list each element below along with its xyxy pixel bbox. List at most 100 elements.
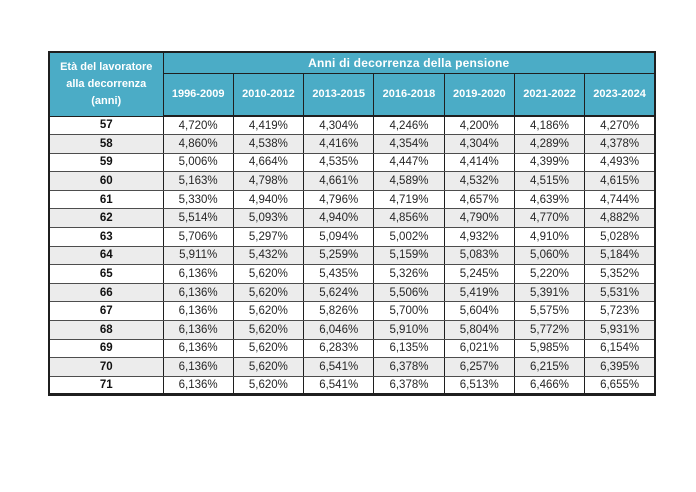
table-body: 57 4,720% 4,419% 4,304% 4,246% 4,200% 4,186% 4,…: [48, 115, 656, 396]
coefficient-value-cell: 5,326%: [373, 264, 445, 284]
coefficient-value-cell: 4,532%: [443, 171, 515, 191]
coefficient-value-cell: 6,655%: [584, 375, 656, 396]
table-row: 62 5,514% 5,093% 4,940% 4,856% 4,790% 4,770% 4,…: [48, 208, 656, 229]
table-title: Anni di decorrenza della pensione: [162, 51, 656, 74]
coefficient-value-cell: 6,136%: [162, 338, 234, 359]
coefficient-value-cell: 5,391%: [513, 282, 586, 303]
coefficient-value-cell: 5,094%: [303, 227, 375, 247]
table-row: 59 5,006% 4,664% 4,535% 4,447% 4,414% 4,399% 4,…: [48, 152, 656, 173]
age-cell: 71: [48, 375, 164, 396]
coefficient-value-cell: 5,297%: [232, 227, 305, 247]
coefficient-value-cell: 4,615%: [584, 171, 656, 191]
table-row: 65 6,136% 5,620% 5,435% 5,326% 5,245% 5,220% 5,…: [48, 264, 656, 284]
age-cell: 65: [48, 264, 164, 284]
table-row: 57 4,720% 4,419% 4,304% 4,246% 4,200% 4,186% 4,…: [48, 115, 656, 136]
coefficient-value-cell: 5,432%: [232, 245, 305, 266]
coefficient-value-cell: 4,535%: [303, 152, 375, 173]
coefficient-value-cell: 6,136%: [162, 282, 234, 303]
year-range-column-header: 2023-2024: [584, 72, 656, 117]
coefficient-value-cell: 5,624%: [303, 282, 375, 303]
table-row: 69 6,136% 5,620% 6,283% 6,135% 6,021% 5,985% 6,…: [48, 338, 656, 359]
coefficient-value-cell: 6,283%: [303, 338, 375, 359]
coefficient-value-cell: 5,620%: [232, 375, 305, 396]
table-row: 60 5,163% 4,798% 4,661% 4,589% 4,532% 4,515% 4,…: [48, 171, 656, 191]
corner-header-age-label: Età del lavoratore alla decorrenza (anni…: [48, 51, 164, 117]
coefficient-value-cell: 5,435%: [303, 264, 375, 284]
coefficient-value-cell: 5,330%: [162, 189, 234, 210]
coefficient-value-cell: 6,257%: [443, 357, 515, 377]
table-row: 68 6,136% 5,620% 6,046% 5,910% 5,804% 5,772% 5,…: [48, 320, 656, 340]
table-row: 71 6,136% 5,620% 6,541% 6,378% 6,513% 6,466% 6,…: [48, 375, 656, 396]
coefficient-value-cell: 4,289%: [513, 134, 586, 154]
coefficient-value-cell: 5,723%: [584, 301, 656, 322]
coefficient-value-cell: 5,706%: [162, 227, 234, 247]
coefficient-value-cell: 4,419%: [232, 115, 305, 136]
coefficient-value-cell: 5,060%: [513, 245, 586, 266]
coefficient-value-cell: 5,620%: [232, 301, 305, 322]
coefficient-value-cell: 6,466%: [513, 375, 586, 396]
table-row: 63 5,706% 5,297% 5,094% 5,002% 4,932% 4,910% 5,…: [48, 227, 656, 247]
coefficient-value-cell: 5,514%: [162, 208, 234, 229]
table-row: 67 6,136% 5,620% 5,826% 5,700% 5,604% 5,575% 5,…: [48, 301, 656, 322]
coefficient-value-cell: 5,531%: [584, 282, 656, 303]
coefficient-value-cell: 6,136%: [162, 357, 234, 377]
age-cell: 57: [48, 115, 164, 136]
coefficient-value-cell: 4,399%: [513, 152, 586, 173]
coefficient-value-cell: 6,513%: [443, 375, 515, 396]
age-cell: 59: [48, 152, 164, 173]
age-cell: 62: [48, 208, 164, 229]
coefficient-value-cell: 5,352%: [584, 264, 656, 284]
coefficient-value-cell: 5,804%: [443, 320, 515, 340]
table-row: 64 5,911% 5,432% 5,259% 5,159% 5,083% 5,060% 5,…: [48, 245, 656, 266]
coefficient-value-cell: 5,620%: [232, 264, 305, 284]
coefficient-value-cell: 4,940%: [232, 189, 305, 210]
coefficient-value-cell: 5,575%: [513, 301, 586, 322]
coefficient-value-cell: 4,744%: [584, 189, 656, 210]
coefficient-value-cell: 4,493%: [584, 152, 656, 173]
coefficient-value-cell: 6,136%: [162, 264, 234, 284]
coefficient-value-cell: 5,826%: [303, 301, 375, 322]
table-row: 58 4,860% 4,538% 4,416% 4,354% 4,304% 4,289% 4,…: [48, 134, 656, 154]
age-cell: 61: [48, 189, 164, 210]
coefficient-value-cell: 5,620%: [232, 320, 305, 340]
coefficient-value-cell: 4,186%: [513, 115, 586, 136]
coefficient-value-cell: 4,932%: [443, 227, 515, 247]
coefficient-value-cell: 5,163%: [162, 171, 234, 191]
coefficient-value-cell: 5,083%: [443, 245, 515, 266]
coefficient-value-cell: 6,136%: [162, 375, 234, 396]
age-cell: 60: [48, 171, 164, 191]
table-header: Età del lavoratore alla decorrenza (anni…: [48, 51, 656, 117]
coefficient-value-cell: 4,246%: [373, 115, 445, 136]
coefficient-value-cell: 5,985%: [513, 338, 586, 359]
coefficient-value-cell: 4,856%: [373, 208, 445, 229]
year-range-column-header: 1996-2009: [162, 72, 234, 117]
table-row: 66 6,136% 5,620% 5,624% 5,506% 5,419% 5,391% 5,…: [48, 282, 656, 303]
coefficient-value-cell: 6,378%: [373, 375, 445, 396]
pension-coefficients-table: Età del lavoratore alla decorrenza (anni…: [48, 51, 656, 397]
coefficient-value-cell: 6,046%: [303, 320, 375, 340]
coefficient-value-cell: 6,541%: [303, 375, 375, 396]
coefficient-value-cell: 4,910%: [513, 227, 586, 247]
coefficient-value-cell: 4,940%: [303, 208, 375, 229]
coefficient-value-cell: 4,416%: [303, 134, 375, 154]
coefficient-value-cell: 5,002%: [373, 227, 445, 247]
coefficient-value-cell: 6,541%: [303, 357, 375, 377]
coefficient-value-cell: 4,270%: [584, 115, 656, 136]
coefficient-value-cell: 5,620%: [232, 357, 305, 377]
coefficient-value-cell: 5,245%: [443, 264, 515, 284]
coefficient-value-cell: 5,700%: [373, 301, 445, 322]
coefficient-value-cell: 6,135%: [373, 338, 445, 359]
coefficient-value-cell: 4,720%: [162, 115, 234, 136]
age-cell: 67: [48, 301, 164, 322]
coefficient-value-cell: 4,770%: [513, 208, 586, 229]
coefficient-value-cell: 6,395%: [584, 357, 656, 377]
coefficient-value-cell: 6,154%: [584, 338, 656, 359]
coefficient-value-cell: 5,506%: [373, 282, 445, 303]
table-row: 70 6,136% 5,620% 6,541% 6,378% 6,257% 6,215% 6,…: [48, 357, 656, 377]
coefficient-value-cell: 5,931%: [584, 320, 656, 340]
year-range-column-header: 2013-2015: [303, 72, 375, 117]
coefficient-value-cell: 4,882%: [584, 208, 656, 229]
age-cell: 64: [48, 245, 164, 266]
coefficient-value-cell: 5,159%: [373, 245, 445, 266]
